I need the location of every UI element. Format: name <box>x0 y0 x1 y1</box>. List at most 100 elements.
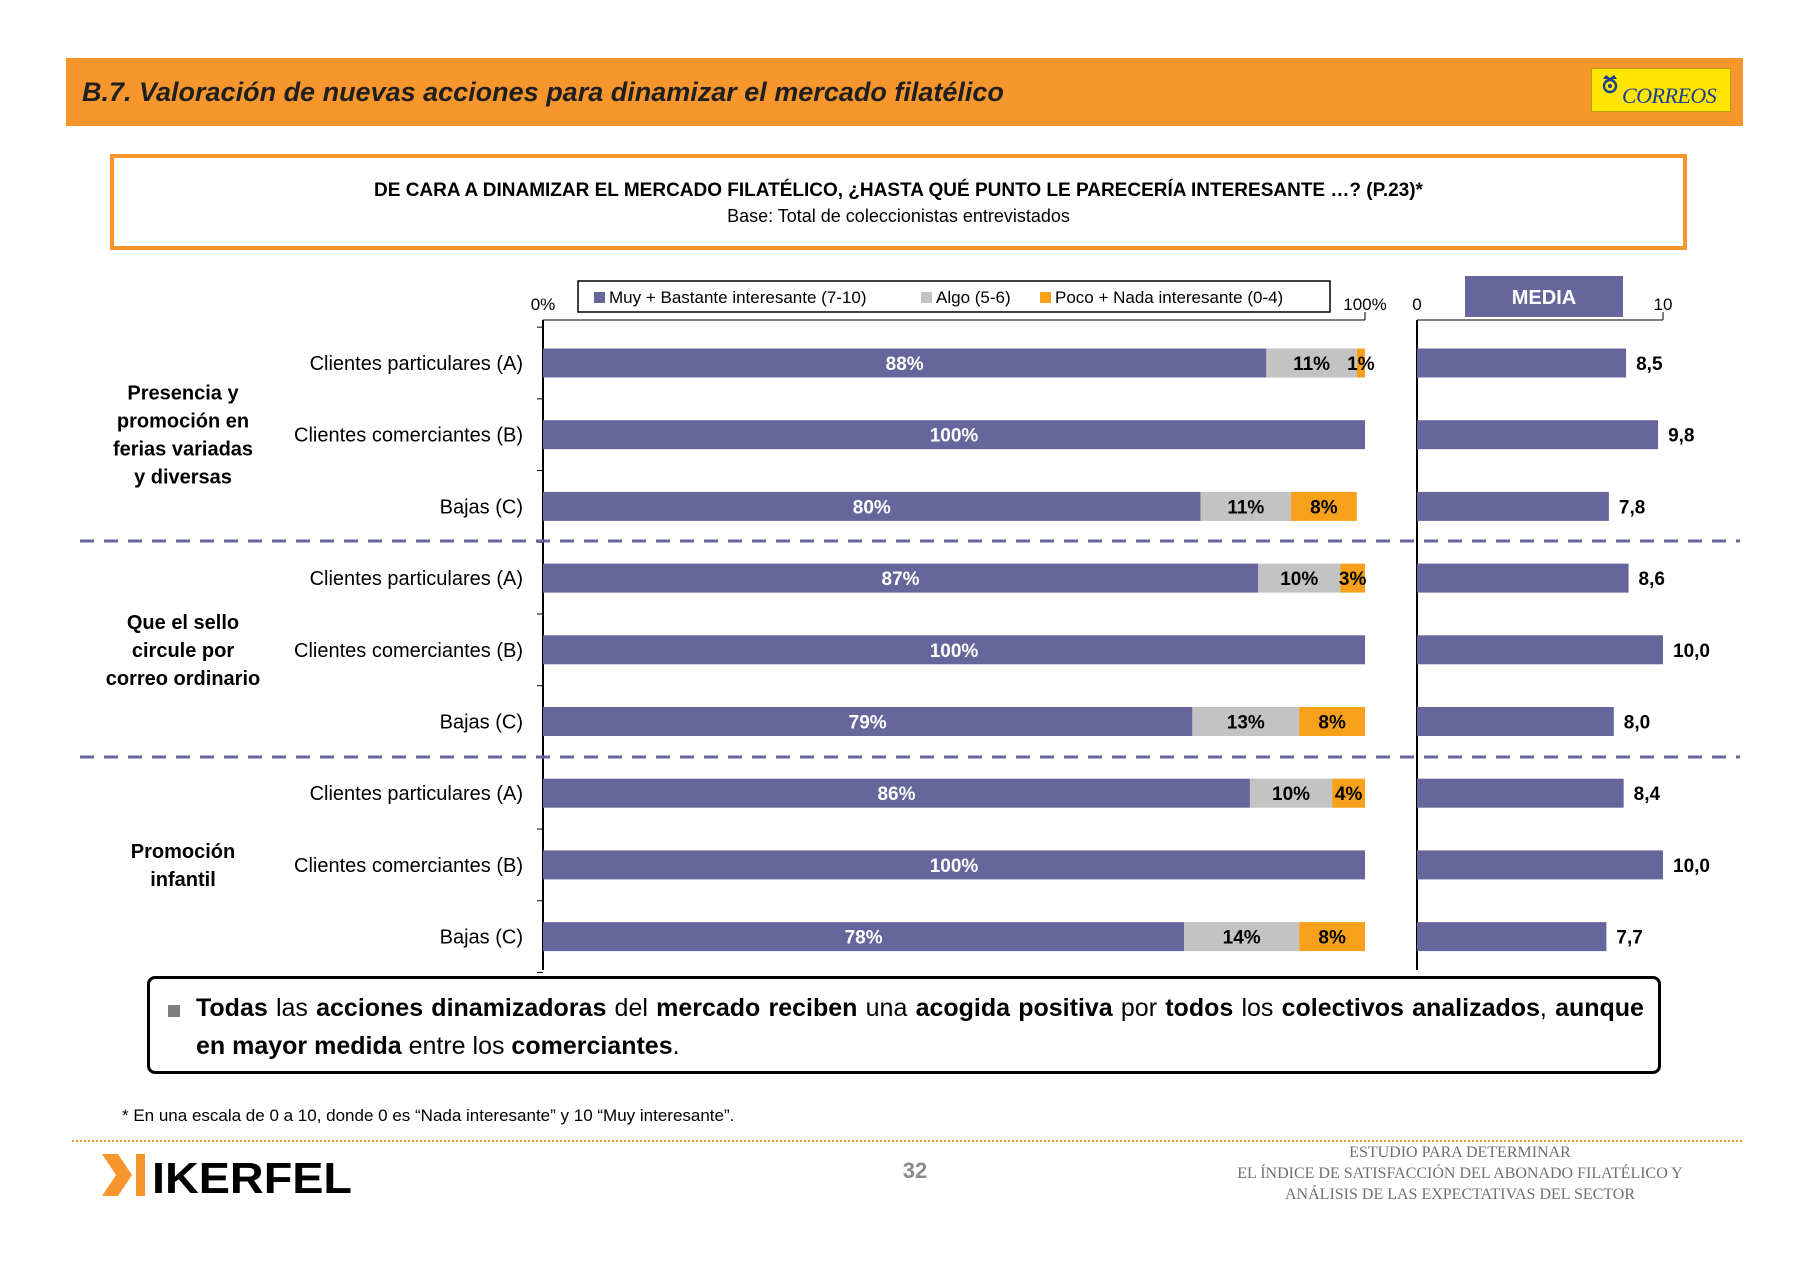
bar-segment-3 <box>1291 491 1357 521</box>
bar-segment-1 <box>543 707 1193 736</box>
mean-axis-min-label: 0 <box>1412 295 1421 314</box>
chevron-right-icon <box>102 1154 132 1196</box>
legend-swatch-3 <box>1040 292 1051 303</box>
mean-value-label: 7,8 <box>1619 497 1645 518</box>
legend-swatch-2 <box>921 292 932 303</box>
post-horn-icon <box>1602 75 1618 94</box>
bar-segment-3 <box>1299 707 1365 736</box>
stacked-bar-chart: 0% 100% 0 10 MEDIA Muy + Bastante interesante… <box>80 276 1740 973</box>
bar-segment-3 <box>1356 348 1365 378</box>
mean-value-label: 8,5 <box>1636 354 1663 375</box>
bar-segment-2 <box>1200 491 1292 521</box>
mean-bar <box>1417 850 1663 880</box>
bar-value-label: 100% <box>930 641 979 662</box>
summary-segment: por <box>1112 994 1166 1022</box>
summary-segment: del <box>606 994 657 1022</box>
mean-axis-max-label: 10 <box>1654 295 1673 314</box>
mean-value-label: 10,0 <box>1673 856 1710 877</box>
mean-value-label: 8,6 <box>1639 569 1665 590</box>
bar-segment-3 <box>1299 922 1365 952</box>
row-label: Clientes particulares (A) <box>310 353 523 375</box>
bar-value-label: 13% <box>1227 713 1265 734</box>
row-label: Bajas (C) <box>440 712 523 734</box>
row-label: Clientes particulares (A) <box>310 568 523 590</box>
bar-segment-2 <box>1266 348 1357 378</box>
bar-value-label: 4% <box>1335 784 1363 805</box>
mean-value-label: 8,0 <box>1624 713 1650 734</box>
bar-value-label: 14% <box>1223 928 1261 949</box>
bar-value-label: 100% <box>930 426 979 447</box>
summary-segment: . <box>672 1032 680 1060</box>
bar-value-label: 10% <box>1272 784 1310 805</box>
bar-segment-2 <box>1249 778 1333 808</box>
bar-value-label: 100% <box>930 856 979 877</box>
footer-divider <box>72 1140 1742 1142</box>
bar-segment-2 <box>1184 922 1300 952</box>
question-base: Base: Total de coleccionistas entrevista… <box>727 206 1070 226</box>
mean-bar <box>1417 491 1609 521</box>
summary-segment: las <box>267 994 317 1022</box>
page-number: 32 <box>902 1158 928 1183</box>
summary-segment: los <box>1233 994 1282 1022</box>
mean-bar <box>1417 922 1607 952</box>
bar-segment-1 <box>543 348 1267 378</box>
bar-value-label: 10% <box>1280 569 1318 590</box>
mean-value-label: 7,7 <box>1616 928 1642 949</box>
mean-bar <box>1417 348 1627 378</box>
group-label: Promoción infantil <box>131 841 235 891</box>
row-label: Clientes comerciantes (B) <box>294 855 523 877</box>
legend-swatch-1 <box>594 292 605 303</box>
mean-bar <box>1417 563 1629 593</box>
legend-label-2: Algo (5-6) <box>936 288 1011 307</box>
bar-segment-2 <box>1258 563 1341 593</box>
study-line: EL ÍNDICE DE SATISFACCIÓN DEL ABONADO FI… <box>1237 1165 1683 1182</box>
bar-segment-1 <box>543 778 1250 808</box>
summary-segment: acogida positiva <box>915 994 1113 1022</box>
bar-value-label: 78% <box>845 928 883 949</box>
summary-segment: todos <box>1165 994 1234 1022</box>
summary-segment: acciones dinamizadoras <box>316 994 607 1022</box>
bar-segment-1 <box>543 635 1365 665</box>
page-title: B.7. Valoración de nuevas acciones para … <box>82 77 1004 107</box>
row-label: Bajas (C) <box>440 496 523 518</box>
bar-segment-2 <box>1192 707 1300 736</box>
study-title: ESTUDIO PARA DETERMINAR EL ÍNDICE DE SAT… <box>1180 1142 1740 1205</box>
bar-value-label: 3% <box>1339 569 1367 590</box>
media-header-label: MEDIA <box>1512 287 1576 309</box>
bar-segment-3 <box>1340 563 1365 593</box>
group-label: Presencia y promoción en ferias variadas y … <box>113 383 253 489</box>
row-label: Clientes particulares (A) <box>310 783 523 805</box>
bar-segment-1 <box>543 491 1201 521</box>
bar-value-label: 80% <box>853 497 891 518</box>
bar-segment-1 <box>543 563 1259 593</box>
summary-segment: una <box>857 994 916 1022</box>
mean-bar <box>1417 635 1663 665</box>
bullet-icon <box>168 1005 180 1017</box>
summary-segment: Todas <box>196 994 268 1022</box>
bar-value-label: 79% <box>849 713 887 734</box>
legend-box <box>577 280 1331 313</box>
summary-segment: mercado reciben <box>656 994 858 1022</box>
study-line: ESTUDIO PARA DETERMINAR <box>1349 1144 1571 1161</box>
mean-bar <box>1417 420 1659 450</box>
bar-value-label: 86% <box>877 784 915 805</box>
bar-value-label: 87% <box>882 569 920 590</box>
ikerfel-logo-text: IKERFEL <box>152 1154 352 1200</box>
correos-logo: CORREOS <box>1591 68 1731 112</box>
study-line: ANÁLISIS DE LAS EXPECTATIVAS DEL SECTOR <box>1285 1186 1635 1203</box>
summary-segment: comerciantes <box>511 1032 673 1060</box>
page-header: B.7. Valoración de nuevas acciones para … <box>66 58 1743 126</box>
bar-value-label: 8% <box>1318 713 1346 734</box>
mean-bar <box>1417 778 1624 808</box>
mean-value-label: 8,4 <box>1634 784 1661 805</box>
bar-value-label: 8% <box>1310 497 1338 518</box>
legend-label-1: Muy + Bastante interesante (7-10) <box>609 288 867 307</box>
summary-text: Todas las acciones dinamizadoras del mer… <box>196 989 1644 1065</box>
bar-segment-3 <box>1332 778 1365 808</box>
group-label: Que el sello circule por correo ordinario <box>106 612 260 690</box>
correos-logo-text: CORREOS <box>1622 83 1717 108</box>
x-axis-max-label: 100% <box>1343 295 1386 314</box>
row-label: Bajas (C) <box>440 927 523 949</box>
summary-segment: colectivos analizados <box>1281 994 1540 1022</box>
ikerfel-logo: IKERFEL <box>102 1154 352 1200</box>
